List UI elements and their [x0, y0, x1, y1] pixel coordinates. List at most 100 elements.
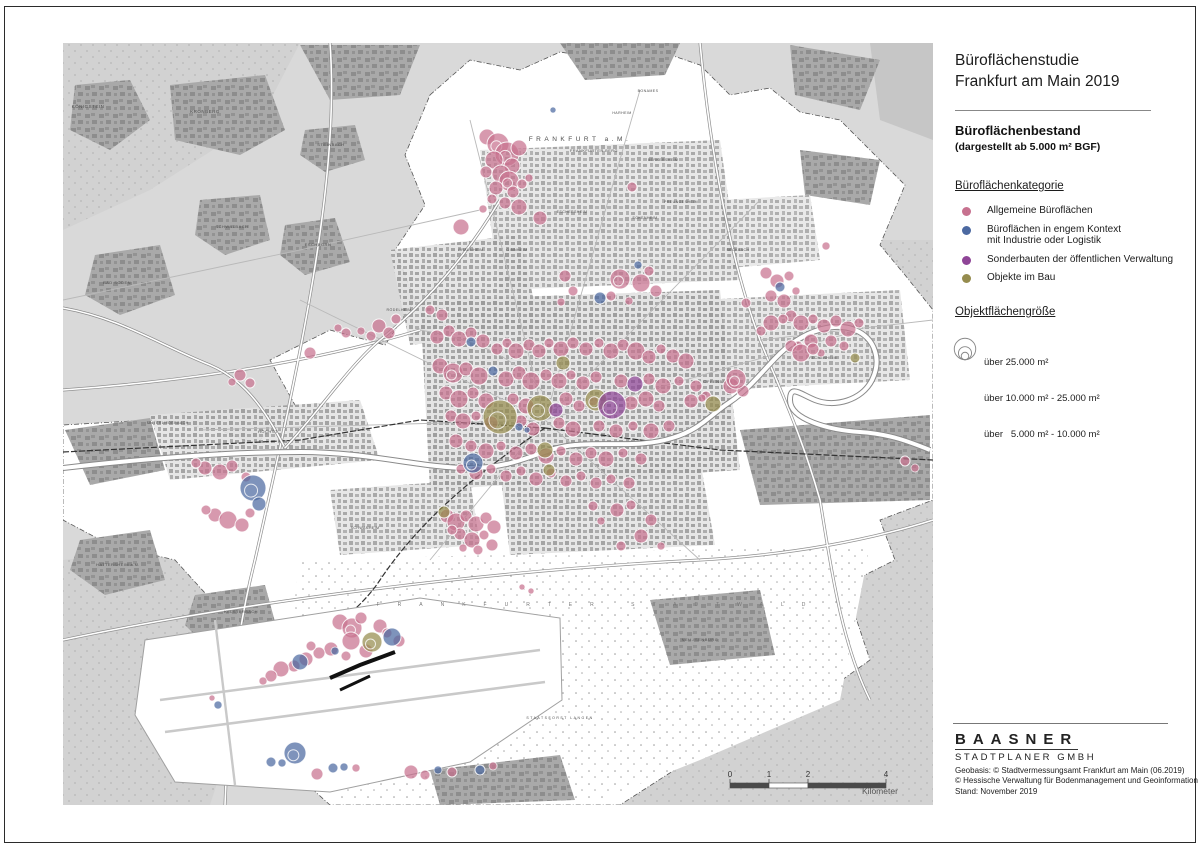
scale-tick-label: 1 [767, 770, 772, 779]
scale-tick-label: 2 [806, 770, 811, 779]
place-label: STAATSFORST LANGEN [526, 716, 593, 720]
office-point-p [575, 470, 587, 482]
office-point-p [446, 524, 458, 536]
office-point-p [624, 296, 634, 306]
office-point-b [593, 291, 607, 305]
office-point-p [403, 764, 419, 780]
office-point-p [578, 341, 594, 357]
office-point-p [899, 455, 911, 467]
section-heading: Büroflächenbestand [955, 123, 1081, 138]
office-point-p [531, 343, 547, 359]
river-main [62, 199, 932, 472]
office-point-p [566, 336, 580, 350]
office-point-p [340, 327, 352, 339]
office-point-p [497, 370, 515, 388]
office-point-p [435, 308, 449, 322]
office-point-ring [531, 403, 546, 418]
place-labels: KÖNIGSTEIN KRONBERG STEINBACH SCHWALBACH ESC… [72, 89, 837, 720]
office-point-p [499, 469, 513, 483]
office-point-p [477, 442, 495, 460]
office-point-p [390, 313, 402, 325]
office-point-p [510, 139, 528, 157]
office-point-p [677, 352, 695, 370]
legend-item: Allgemeine Büroflächen [957, 205, 1183, 217]
office-point-ring [365, 638, 376, 650]
office-point-p [791, 286, 801, 296]
office-point-v [626, 375, 644, 393]
office-point-p [567, 285, 579, 297]
office-point-p [488, 761, 498, 771]
place-label: UNTERLIEDERBACH [147, 421, 188, 425]
office-point-p [807, 313, 819, 325]
office-point-p [485, 538, 499, 552]
office-point-p [792, 314, 810, 332]
place-label: KRONBERG [190, 109, 220, 114]
office-point-p [233, 368, 247, 382]
size-classes: über 25.000 m² über 10.000 m² - 25.000 m… [984, 333, 1100, 465]
office-point-p [755, 325, 767, 337]
office-point-ring [244, 483, 259, 498]
category-dot [962, 274, 971, 283]
map-title: Büroflächenstudie Frankfurt am Main 2019 [955, 50, 1120, 92]
office-point-p [507, 342, 525, 360]
office-point-p [371, 318, 387, 334]
office-point-p [454, 412, 472, 430]
legend-item: Sonderbauten der öffentlichen Verwaltung [957, 254, 1183, 266]
office-point-p [853, 317, 865, 329]
place-label: SCHWALBACH [215, 224, 248, 229]
office-point-p [501, 337, 513, 349]
office-point-b [265, 756, 277, 768]
scale-bar-segment [729, 782, 770, 789]
office-point-p [490, 342, 504, 356]
office-point-p [528, 471, 544, 487]
place-label: STEINBACH [317, 142, 344, 147]
office-point-p [524, 173, 534, 183]
office-point-p [475, 333, 491, 349]
place-label: HÖCHST [258, 429, 278, 434]
place-label: HARHEIM [612, 111, 631, 115]
legend-item: Büroflächen in engem Kontext mit Industr… [957, 224, 1183, 247]
office-point-p [568, 451, 584, 467]
place-label: PREUNGESHEIM [664, 200, 698, 204]
office-point-v [597, 390, 627, 420]
category-label: Büroflächen in engem Kontext mit Industr… [987, 223, 1121, 247]
office-point-p [200, 504, 212, 516]
office-point-p [303, 346, 317, 360]
office-point-p [498, 196, 512, 210]
office-point-p [631, 273, 651, 293]
road-network [62, 42, 934, 806]
office-point-b [277, 758, 287, 768]
place-label: ESCHERSHEIM [557, 210, 588, 214]
office-point-p [558, 269, 572, 283]
office-point-p [424, 304, 436, 316]
office-point-p [515, 465, 527, 477]
place-label: BERKERSHEIM [648, 158, 679, 162]
office-point-p [626, 181, 638, 193]
office-point-p [463, 531, 481, 549]
office-point-p [479, 165, 493, 179]
office-point-p [683, 393, 699, 409]
office-point-o [437, 505, 451, 519]
office-point-p [227, 377, 237, 387]
office-point-o [536, 441, 554, 459]
office-point-p [356, 326, 366, 336]
office-point-b [474, 764, 486, 776]
office-point-p [464, 439, 478, 453]
office-point-p [838, 340, 850, 352]
place-label: SCHWANHEIM [351, 526, 380, 530]
place-label: KELSTERBACH [224, 609, 258, 614]
office-point-b [251, 496, 267, 512]
office-point-p [839, 320, 857, 338]
office-point-p [448, 433, 464, 449]
office-point-p [565, 369, 577, 381]
office-point-p [539, 368, 553, 382]
office-point-p [488, 180, 504, 196]
office-point-p [211, 463, 229, 481]
office-point-p [558, 391, 574, 407]
place-label: NEU-ISENBURG [682, 637, 719, 642]
office-point-v [548, 402, 564, 418]
office-point-p [597, 450, 615, 468]
office-point-p [656, 541, 666, 551]
office-point-p [550, 372, 568, 390]
company-name: BAASNER [955, 731, 1079, 750]
